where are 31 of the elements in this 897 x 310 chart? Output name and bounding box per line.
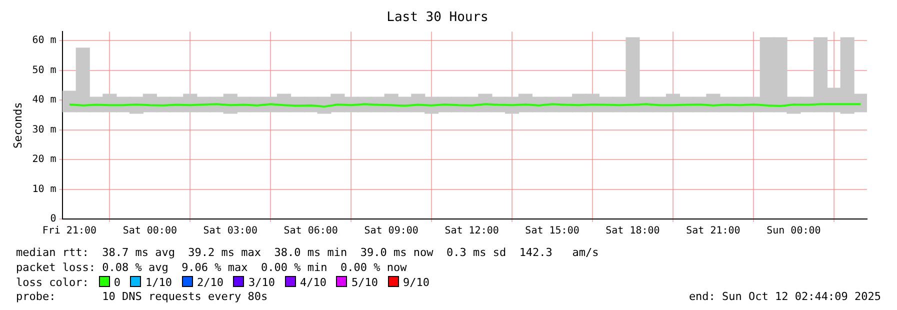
- legend-label: 1/10: [145, 276, 172, 289]
- y-tick-label: 20 m: [32, 154, 56, 166]
- y-tick-label: 10 m: [32, 184, 56, 195]
- legend-label: 5/10: [351, 276, 378, 289]
- text: packet loss: 0.08 % avg 9.06 % max 0.00 % min 0.00 % now: [16, 261, 407, 275]
- x-tick-label: Sat 18:00: [606, 226, 660, 237]
- x-tick-label: Sat 09:00: [364, 226, 418, 237]
- x-tick-label: Sun 00:00: [766, 226, 821, 237]
- x-tick-label: Sat 00:00: [122, 226, 177, 237]
- text: loss color:: [16, 276, 89, 289]
- y-tick-label: 0: [50, 214, 56, 225]
- legend-label: 3/10: [248, 276, 275, 289]
- y-tick-label: 50 m: [32, 64, 56, 76]
- y-tick-label: 60 m: [32, 35, 56, 46]
- x-tick-label: Sat 12:00: [444, 226, 499, 237]
- x-tick-label: Sat 03:00: [203, 226, 258, 237]
- legend-label: 4/10: [300, 276, 326, 289]
- text: probe: 10 DNS requests every 80s: [16, 290, 268, 304]
- text: end: Sun Oct 12 02:44:09 2025: [688, 290, 881, 304]
- y-tick-label: 40 m: [32, 94, 56, 106]
- text: median rtt: 38.7 ms avg 39.2 ms max 38.0 ms min 39.0 ms now 0.3 ms sd 142.3 am/s: [16, 246, 599, 260]
- legend-label: 9/10: [402, 276, 430, 289]
- x-tick-label: Sat 06:00: [284, 226, 338, 237]
- y-tick-label: 30 m: [32, 124, 56, 136]
- legend-label: 0: [114, 276, 120, 289]
- x-tick-label: Sat 15:00: [525, 226, 580, 237]
- legend-label: 2/10: [196, 276, 224, 289]
- x-tick-label: Fri 21:00: [42, 226, 97, 237]
- y-axis-title: Seconds: [11, 102, 24, 148]
- x-tick-label: Sat 21:00: [686, 226, 740, 237]
- chart-title: Last 30 Hours: [386, 10, 488, 26]
